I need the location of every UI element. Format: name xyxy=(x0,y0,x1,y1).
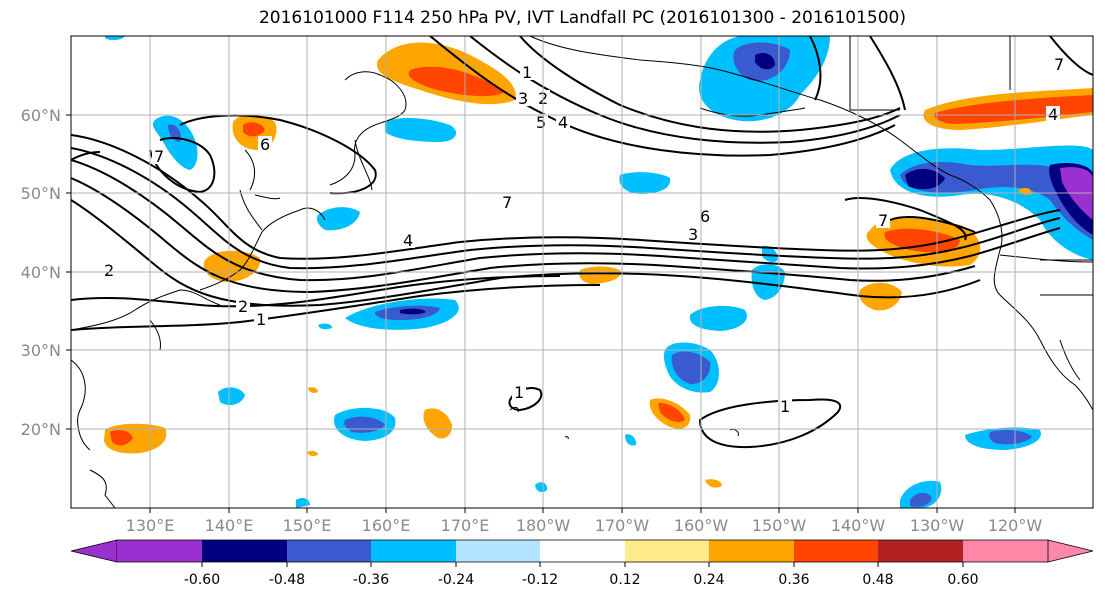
colorbar-label: 0.12 xyxy=(609,572,640,588)
contour-label-1d: 1 xyxy=(514,383,524,402)
contour-label-7b: 7 xyxy=(154,147,164,166)
lon-label: 150°E xyxy=(283,516,332,535)
latitude-labels: 60°N 50°N 40°N 30°N 20°N xyxy=(21,106,61,439)
lon-label: 170°E xyxy=(441,516,490,535)
gridlines xyxy=(71,36,1093,508)
lon-label: 130°W xyxy=(910,516,965,535)
colorbar-max-arrow xyxy=(1047,539,1094,563)
lon-label: 140°W xyxy=(831,516,886,535)
colorbar-label: -0.24 xyxy=(438,572,474,588)
contour-label-1b: 1 xyxy=(522,63,532,82)
colorbar-segment xyxy=(709,540,794,562)
colorbar-label: -0.60 xyxy=(184,572,220,588)
lon-label: 130°E xyxy=(126,516,175,535)
lat-label: 40°N xyxy=(21,263,61,282)
colorbar-segment xyxy=(202,540,287,562)
colorbar-label: 0.36 xyxy=(778,572,809,588)
lat-label: 50°N xyxy=(21,184,61,203)
tick-marks xyxy=(66,114,1016,513)
contour-label-4: 4 xyxy=(403,231,413,250)
colorbar-segment xyxy=(963,540,1048,562)
longitude-labels: 130°E 140°E 150°E 160°E 170°E 180°W 170°… xyxy=(126,516,1043,535)
colorbar-segment xyxy=(287,540,371,562)
contour-label-4b: 4 xyxy=(558,113,568,132)
colorbar-label: 0.24 xyxy=(693,572,724,588)
colorbar-min-arrow xyxy=(70,539,118,563)
lat-label: 20°N xyxy=(21,420,61,439)
contour-label-3b: 3 xyxy=(518,89,528,108)
contour-label-1: 1 xyxy=(256,310,266,329)
colorbar-segment xyxy=(625,540,709,562)
lon-label: 180°W xyxy=(516,516,571,535)
contour-label-2: 2 xyxy=(238,297,248,316)
contour-label-5: 5 xyxy=(536,113,546,132)
colorbar-label: 0.48 xyxy=(862,572,893,588)
colorbar-segment xyxy=(878,540,963,562)
contour-label-1c: 1 xyxy=(780,397,790,416)
map-title: 2016101000 F114 250 hPa PV, IVT Landfall… xyxy=(258,8,906,28)
colorbar-label: 0.60 xyxy=(947,572,978,588)
contour-label-7c: 7 xyxy=(878,211,888,230)
contour-label-7: 7 xyxy=(502,193,512,212)
colorbar-label: -0.48 xyxy=(269,572,305,588)
lon-label: 160°E xyxy=(362,516,411,535)
lon-label: 140°E xyxy=(205,516,254,535)
contour-label-6: 6 xyxy=(700,207,710,226)
colorbar-label: -0.36 xyxy=(353,572,389,588)
lat-label: 30°N xyxy=(21,341,61,360)
contour-label-6b: 6 xyxy=(260,135,270,154)
lon-label: 120°W xyxy=(988,516,1043,535)
colorbar-segment xyxy=(371,540,456,562)
contour-label-2b: 2 xyxy=(104,261,114,280)
colorbar-segment xyxy=(117,540,202,562)
lon-label: 170°W xyxy=(595,516,650,535)
colorbar-segment xyxy=(456,540,540,562)
lon-label: 150°W xyxy=(752,516,807,535)
coastlines xyxy=(71,36,1093,508)
colorbar: -0.60 -0.48 -0.36 -0.24 -0.12 0.12 0.24 … xyxy=(70,539,1094,588)
contour-label-3: 3 xyxy=(688,225,698,244)
contour-label-7d: 7 xyxy=(1054,55,1064,74)
colorbar-segment xyxy=(540,540,625,562)
colorbar-segment xyxy=(794,540,878,562)
lat-label: 60°N xyxy=(21,106,61,125)
lon-label: 160°W xyxy=(674,516,729,535)
colorbar-label: -0.12 xyxy=(522,572,558,588)
